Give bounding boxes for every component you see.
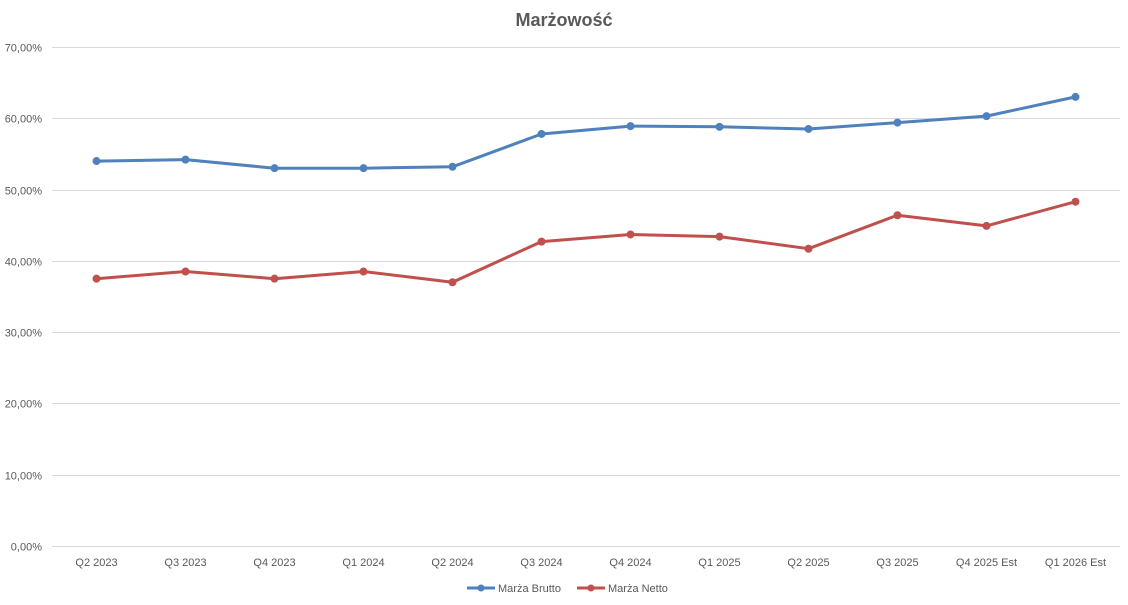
x-tick-label: Q4 2024 [609, 557, 651, 569]
gridlines [52, 47, 1120, 547]
x-axis-tick-labels: Q2 2023 Q3 2023 Q4 2023 Q1 2024 Q2 2024 Q3 20… [75, 557, 1106, 569]
data-point [181, 267, 190, 276]
x-tick-label: Q1 2025 [698, 557, 740, 569]
y-tick-label: 50,00% [5, 186, 43, 198]
x-tick-label: Q1 2026 Est [1045, 557, 1106, 569]
legend-item: Marża Brutto [467, 583, 561, 595]
chart-title: Marżowość [515, 10, 612, 30]
data-point [92, 157, 101, 166]
y-tick-label: 0,00% [11, 542, 42, 554]
data-point [359, 164, 368, 173]
x-tick-label: Q4 2023 [253, 557, 295, 569]
series-1 [92, 92, 1080, 173]
data-point [181, 155, 190, 164]
y-tick-label: 20,00% [5, 399, 43, 411]
series-line [95, 200, 1077, 284]
series-2 [92, 197, 1080, 287]
legend-label: Marża Netto [608, 583, 668, 595]
y-tick-label: 30,00% [5, 328, 43, 340]
y-tick-label: 40,00% [5, 257, 43, 269]
data-point [270, 164, 279, 173]
x-tick-label: Q3 2024 [520, 557, 562, 569]
legend-swatch-marker [587, 584, 595, 592]
data-point [537, 237, 546, 246]
y-axis-tick-labels: 0,00% 10,00% 20,00% 30,00% 40,00% 50,00% 60,00… [5, 43, 43, 554]
legend-label: Marża Brutto [498, 583, 561, 595]
x-tick-label: Q2 2025 [787, 557, 829, 569]
data-point [1071, 92, 1080, 101]
x-tick-label: Q4 2025 Est [956, 557, 1017, 569]
x-tick-label: Q2 2023 [75, 557, 117, 569]
legend-item: Marża Netto [577, 583, 668, 595]
data-point [359, 267, 368, 276]
data-point [715, 232, 724, 241]
data-point [537, 129, 546, 138]
data-point [715, 122, 724, 131]
series-line [95, 95, 1077, 170]
y-tick-label: 10,00% [5, 471, 43, 483]
data-point [982, 112, 991, 121]
data-point [92, 274, 101, 283]
data-point [626, 230, 635, 239]
legend: Marża Brutto Marża Netto [467, 583, 668, 595]
x-tick-label: Q3 2023 [164, 557, 206, 569]
data-point [626, 122, 635, 131]
data-point [448, 162, 457, 171]
data-point [1071, 197, 1080, 206]
legend-swatch-marker [477, 584, 485, 592]
data-point [893, 211, 902, 220]
data-point [893, 118, 902, 127]
data-point [804, 124, 813, 133]
x-tick-label: Q1 2024 [342, 557, 384, 569]
y-tick-label: 60,00% [5, 114, 43, 126]
data-point [448, 278, 457, 287]
series-lines [92, 92, 1080, 287]
data-point [804, 244, 813, 253]
x-tick-label: Q3 2025 [876, 557, 918, 569]
y-tick-label: 70,00% [5, 43, 43, 55]
data-point [982, 221, 991, 230]
x-tick-label: Q2 2024 [431, 557, 473, 569]
data-point [270, 274, 279, 283]
